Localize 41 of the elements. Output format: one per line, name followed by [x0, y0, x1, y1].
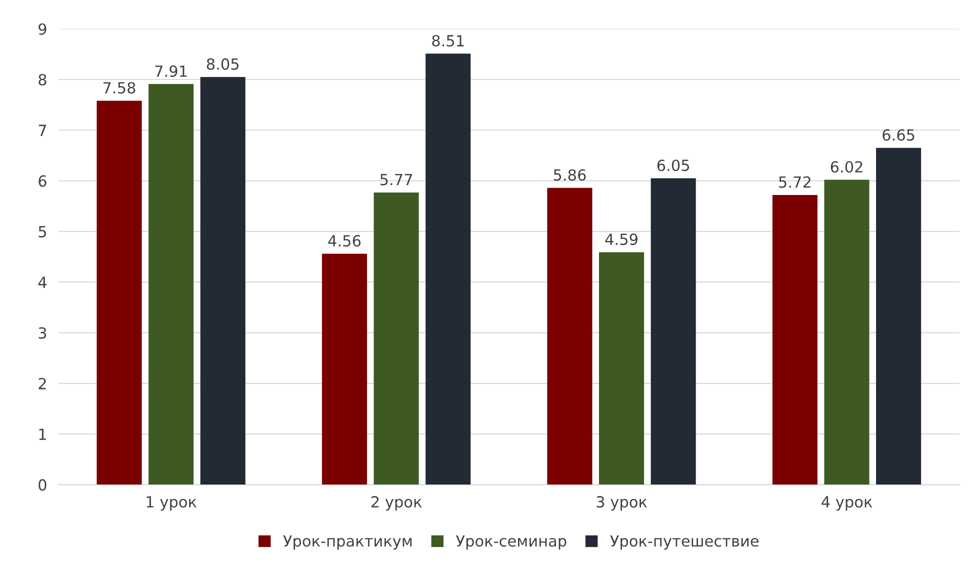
x-tick-label: 2 урок: [371, 496, 422, 511]
data-label: 7.58: [104, 82, 136, 94]
data-label: 6.05: [657, 160, 690, 172]
bar: [547, 188, 592, 485]
data-label: 8.05: [206, 58, 239, 70]
bar: [876, 148, 922, 485]
y-tick-label: 8: [38, 74, 46, 86]
bar: [824, 180, 870, 485]
bar: [599, 252, 644, 485]
bar: [426, 54, 471, 485]
x-tick-label: 3 урок: [596, 496, 647, 511]
bar: [650, 178, 696, 485]
data-label: 5.77: [380, 174, 412, 186]
bar: [200, 76, 246, 485]
data-label: 5.72: [779, 176, 810, 188]
y-tick-label: 1: [39, 428, 46, 440]
bar: [322, 254, 368, 485]
y-tick-label: 3: [38, 327, 46, 339]
data-label: 5.86: [554, 169, 586, 181]
data-label: 8.51: [432, 34, 464, 47]
legend-label: Урок-путешествие: [610, 535, 759, 550]
y-tick-label: 9: [38, 23, 46, 35]
data-label: 4.59: [605, 234, 638, 246]
x-tick-label: 1 урок: [146, 496, 196, 511]
y-tick-label: 6: [38, 175, 46, 187]
data-label: 6.02: [830, 161, 862, 173]
data-label: 7.91: [155, 65, 187, 77]
legend-label: Урок-практикум: [283, 535, 412, 550]
bar: [96, 100, 142, 485]
legend-label: Урок-семинар: [456, 535, 566, 550]
y-tick-label: 5: [38, 226, 46, 238]
y-tick-label: 7: [38, 124, 46, 136]
data-label: 4.56: [328, 235, 361, 247]
y-tick-label: 4: [38, 276, 46, 288]
bar: [772, 194, 818, 485]
data-label: 6.65: [882, 129, 914, 141]
bar: [148, 84, 194, 485]
y-tick-label: 2: [38, 378, 46, 390]
x-tick-label: 4 урок: [822, 496, 872, 511]
y-tick-label: 0: [38, 479, 46, 491]
bar: [374, 192, 419, 485]
